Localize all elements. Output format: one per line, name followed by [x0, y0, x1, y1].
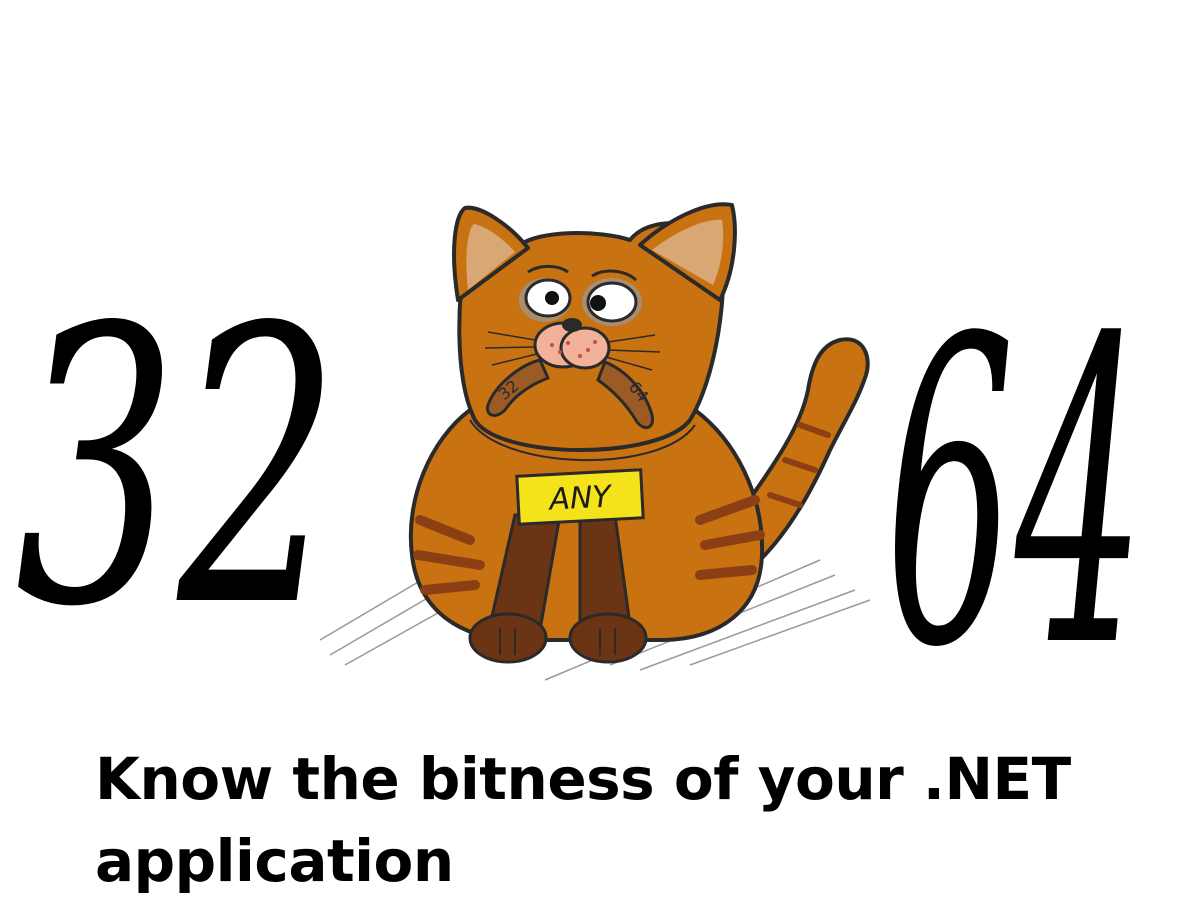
sausage-icon: [485, 358, 551, 417]
cat-tail: [733, 337, 870, 562]
number-32: 32: [15, 247, 340, 690]
number-64: 64: [885, 251, 1145, 740]
any-badge: ANY: [515, 468, 645, 526]
any-badge-label: ANY: [547, 479, 615, 517]
cat-eye-right: [586, 281, 638, 323]
cat-paw-right: [568, 612, 648, 664]
headline-line-1: Know the bitness of your .NET: [95, 745, 1071, 813]
headline-line-2: application: [95, 827, 454, 895]
cat-illustration: 32 64: [15, 202, 1145, 740]
sausage-icon: [596, 360, 655, 430]
cat-paw-left: [468, 612, 548, 664]
headline: Know the bitness of your .NET applicatio…: [95, 738, 1145, 902]
